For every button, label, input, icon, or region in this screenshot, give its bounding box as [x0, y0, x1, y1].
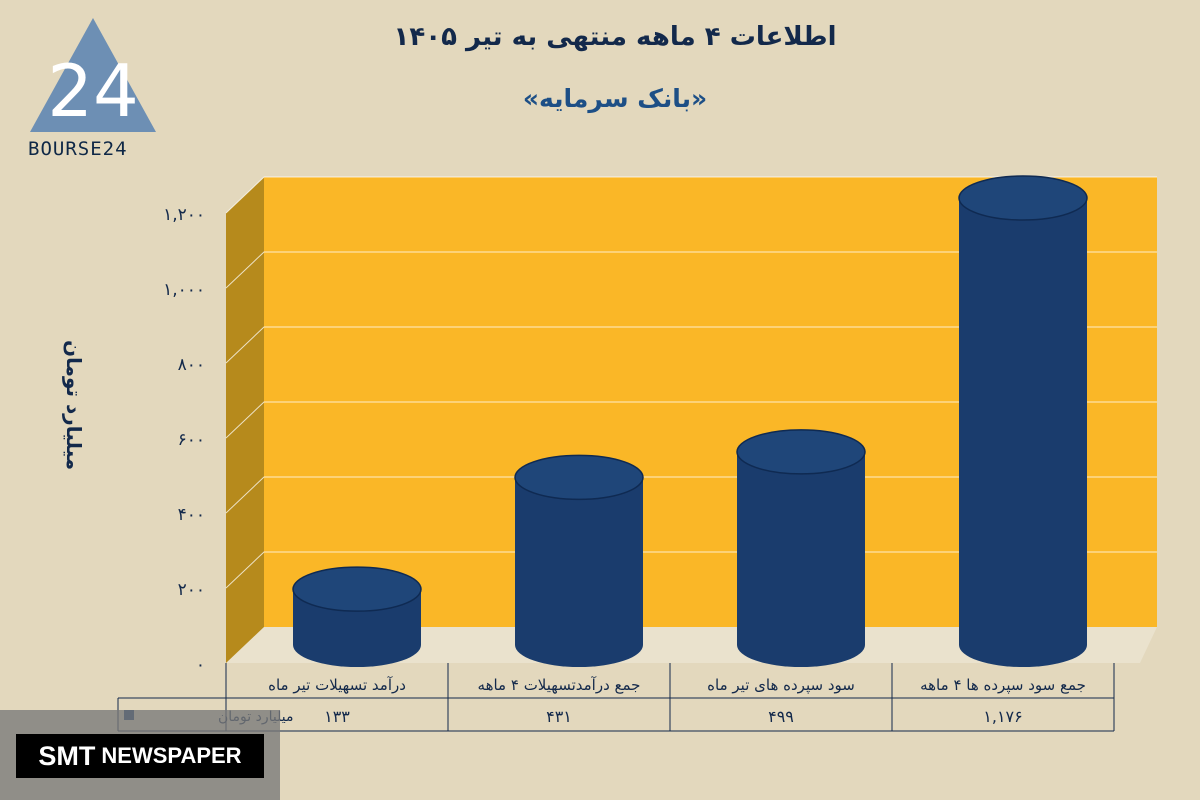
bourse24-logo-icon: 24	[30, 18, 156, 133]
plot-floor	[226, 627, 1157, 663]
x-tick-label: سود سپرده های تیر ماه	[707, 676, 855, 695]
watermark-part2: NEWSPAPER	[101, 743, 242, 768]
y-tick-label: ۱,۰۰۰	[163, 280, 205, 300]
y-tick-label: ۱,۲۰۰	[163, 205, 205, 225]
chart-subtitle: «بانک سرمایه»	[522, 84, 708, 113]
bar	[959, 198, 1087, 667]
bar-top	[514, 454, 644, 501]
x-tick-label: درآمد تسهیلات تیر ماه	[268, 676, 406, 694]
bar-top	[736, 429, 866, 475]
gridline	[225, 401, 1157, 439]
bar-top	[292, 566, 422, 612]
data-label: ۱,۱۷۶	[983, 707, 1022, 726]
y-tick-label: ۰	[196, 655, 205, 675]
bar	[737, 451, 865, 667]
y-tick-label: ۸۰۰	[178, 355, 205, 375]
data-label: ۴۹۹	[768, 707, 794, 726]
y-axis-label: میلیارد تومان	[62, 339, 86, 471]
bar-top	[958, 175, 1088, 221]
bar	[515, 477, 643, 667]
x-tick-label: جمع سود سپرده ها ۴ ماهه	[920, 676, 1086, 695]
gridline	[225, 326, 1157, 364]
watermark-part1: SMT	[38, 740, 96, 771]
logo-mark: 24	[47, 49, 139, 133]
y-tick-label: ۲۰۰	[178, 580, 205, 600]
watermark-box: SMT NEWSPAPER	[16, 734, 264, 778]
data-label: ۴۳۱	[546, 707, 572, 726]
y-tick-label: ۶۰۰	[178, 430, 205, 450]
x-tick-label: جمع درآمدتسهیلات ۴ ماهه	[478, 676, 641, 694]
logo-text: BOURSE24	[28, 138, 128, 160]
gridline	[225, 251, 1157, 289]
gridline	[225, 176, 1157, 214]
watermark: SMT NEWSPAPER	[0, 710, 280, 800]
chart-title: اطلاعات ۴ ماهه منتهی به تیر ۱۴۰۵	[393, 22, 837, 52]
data-label: ۱۳۳	[324, 707, 350, 726]
y-tick-label: ۴۰۰	[178, 505, 205, 525]
